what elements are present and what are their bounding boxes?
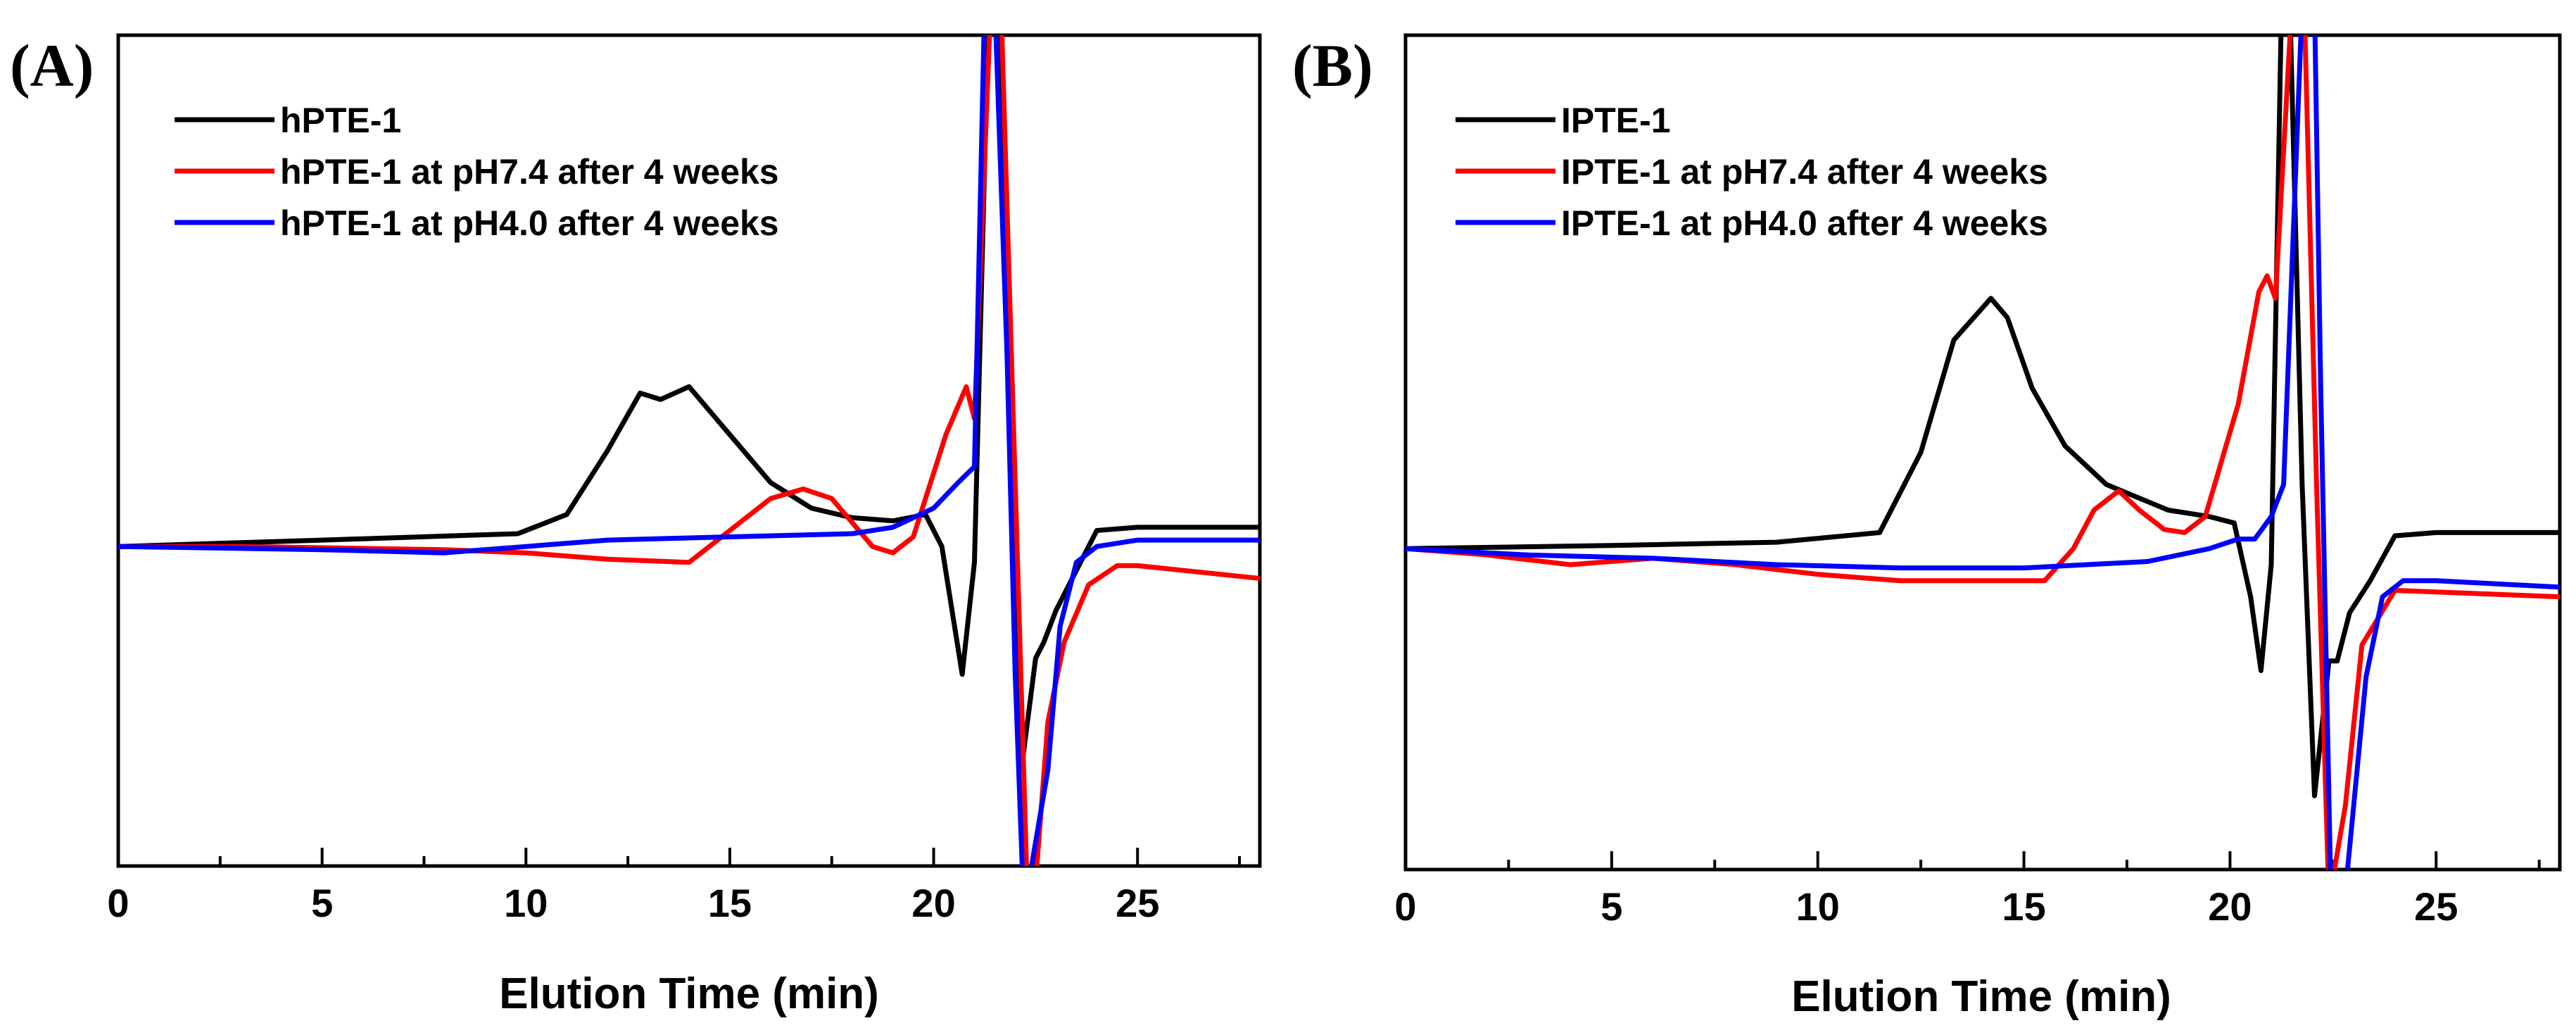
- panel-b-x-tick-label: 10: [1796, 884, 1840, 929]
- panel-b-series: [1406, 35, 2560, 870]
- panel-b-x-tick-label: 25: [2414, 884, 2458, 929]
- panel-a-series: [118, 35, 1260, 866]
- panel-a: (A) 0 5 10 15 20 25 hPTE-1 hPTE-1 at pH7.4 af…: [10, 32, 1262, 1018]
- panel-a-series-line-0: [118, 35, 1260, 773]
- panel-b-legend-label-2: IPTE-1 at pH4.0 after 4 weeks: [1561, 203, 2048, 243]
- panel-a-x-tick-label: 10: [504, 881, 548, 925]
- panel-b-x-ticks: 0 5 10 15 20 25: [1394, 851, 2541, 929]
- panel-b-x-tick-label: 20: [2208, 884, 2252, 929]
- panel-a-label: (A): [10, 32, 94, 99]
- panel-b-legend-label-1: IPTE-1 at pH7.4 after 4 weeks: [1561, 152, 2048, 192]
- panel-a-legend: hPTE-1 hPTE-1 at pH7.4 after 4 weeks hPT…: [175, 101, 779, 243]
- panel-b-x-axis-title: Elution Time (min): [1791, 972, 2171, 1021]
- panel-a-x-ticks: 0 5 10 15 20 25: [107, 848, 1242, 925]
- panel-a-series-line-2: [118, 35, 1260, 866]
- panel-a-x-axis-title: Elution Time (min): [499, 970, 879, 1018]
- panel-b-legend: IPTE-1 IPTE-1 at pH7.4 after 4 weeks IPT…: [1456, 101, 2048, 243]
- panel-b-series-line-2: [1406, 35, 2560, 870]
- panel-b-x-tick-label: 5: [1600, 884, 1622, 929]
- panel-b-series-line-0: [1406, 35, 2560, 798]
- panel-a-plot-frame: [116, 33, 1262, 868]
- panel-b: (B) 0 5 10 15 20 25 IPTE-1 IPTE-1 at pH7.4 af…: [1292, 32, 2562, 1021]
- panel-a-legend-label-2: hPTE-1 at pH4.0 after 4 weeks: [280, 203, 779, 243]
- panel-a-x-tick-label: 0: [107, 881, 129, 925]
- panel-b-legend-label-0: IPTE-1: [1561, 101, 1671, 140]
- panel-b-label: (B): [1292, 32, 1373, 99]
- panel-a-legend-label-0: hPTE-1: [280, 101, 401, 140]
- panel-b-x-tick-label: 15: [2002, 884, 2045, 929]
- panel-b-plot-frame: [1403, 33, 2562, 872]
- panel-a-x-tick-label: 20: [911, 881, 955, 925]
- panel-a-x-tick-label: 5: [311, 881, 333, 925]
- panel-b-x-tick-label: 0: [1394, 884, 1416, 929]
- panel-b-series-line-1: [1406, 35, 2560, 870]
- panel-a-x-tick-label: 25: [1116, 881, 1159, 925]
- panel-a-legend-label-1: hPTE-1 at pH7.4 after 4 weeks: [280, 152, 779, 192]
- panel-a-x-tick-label: 15: [708, 881, 752, 925]
